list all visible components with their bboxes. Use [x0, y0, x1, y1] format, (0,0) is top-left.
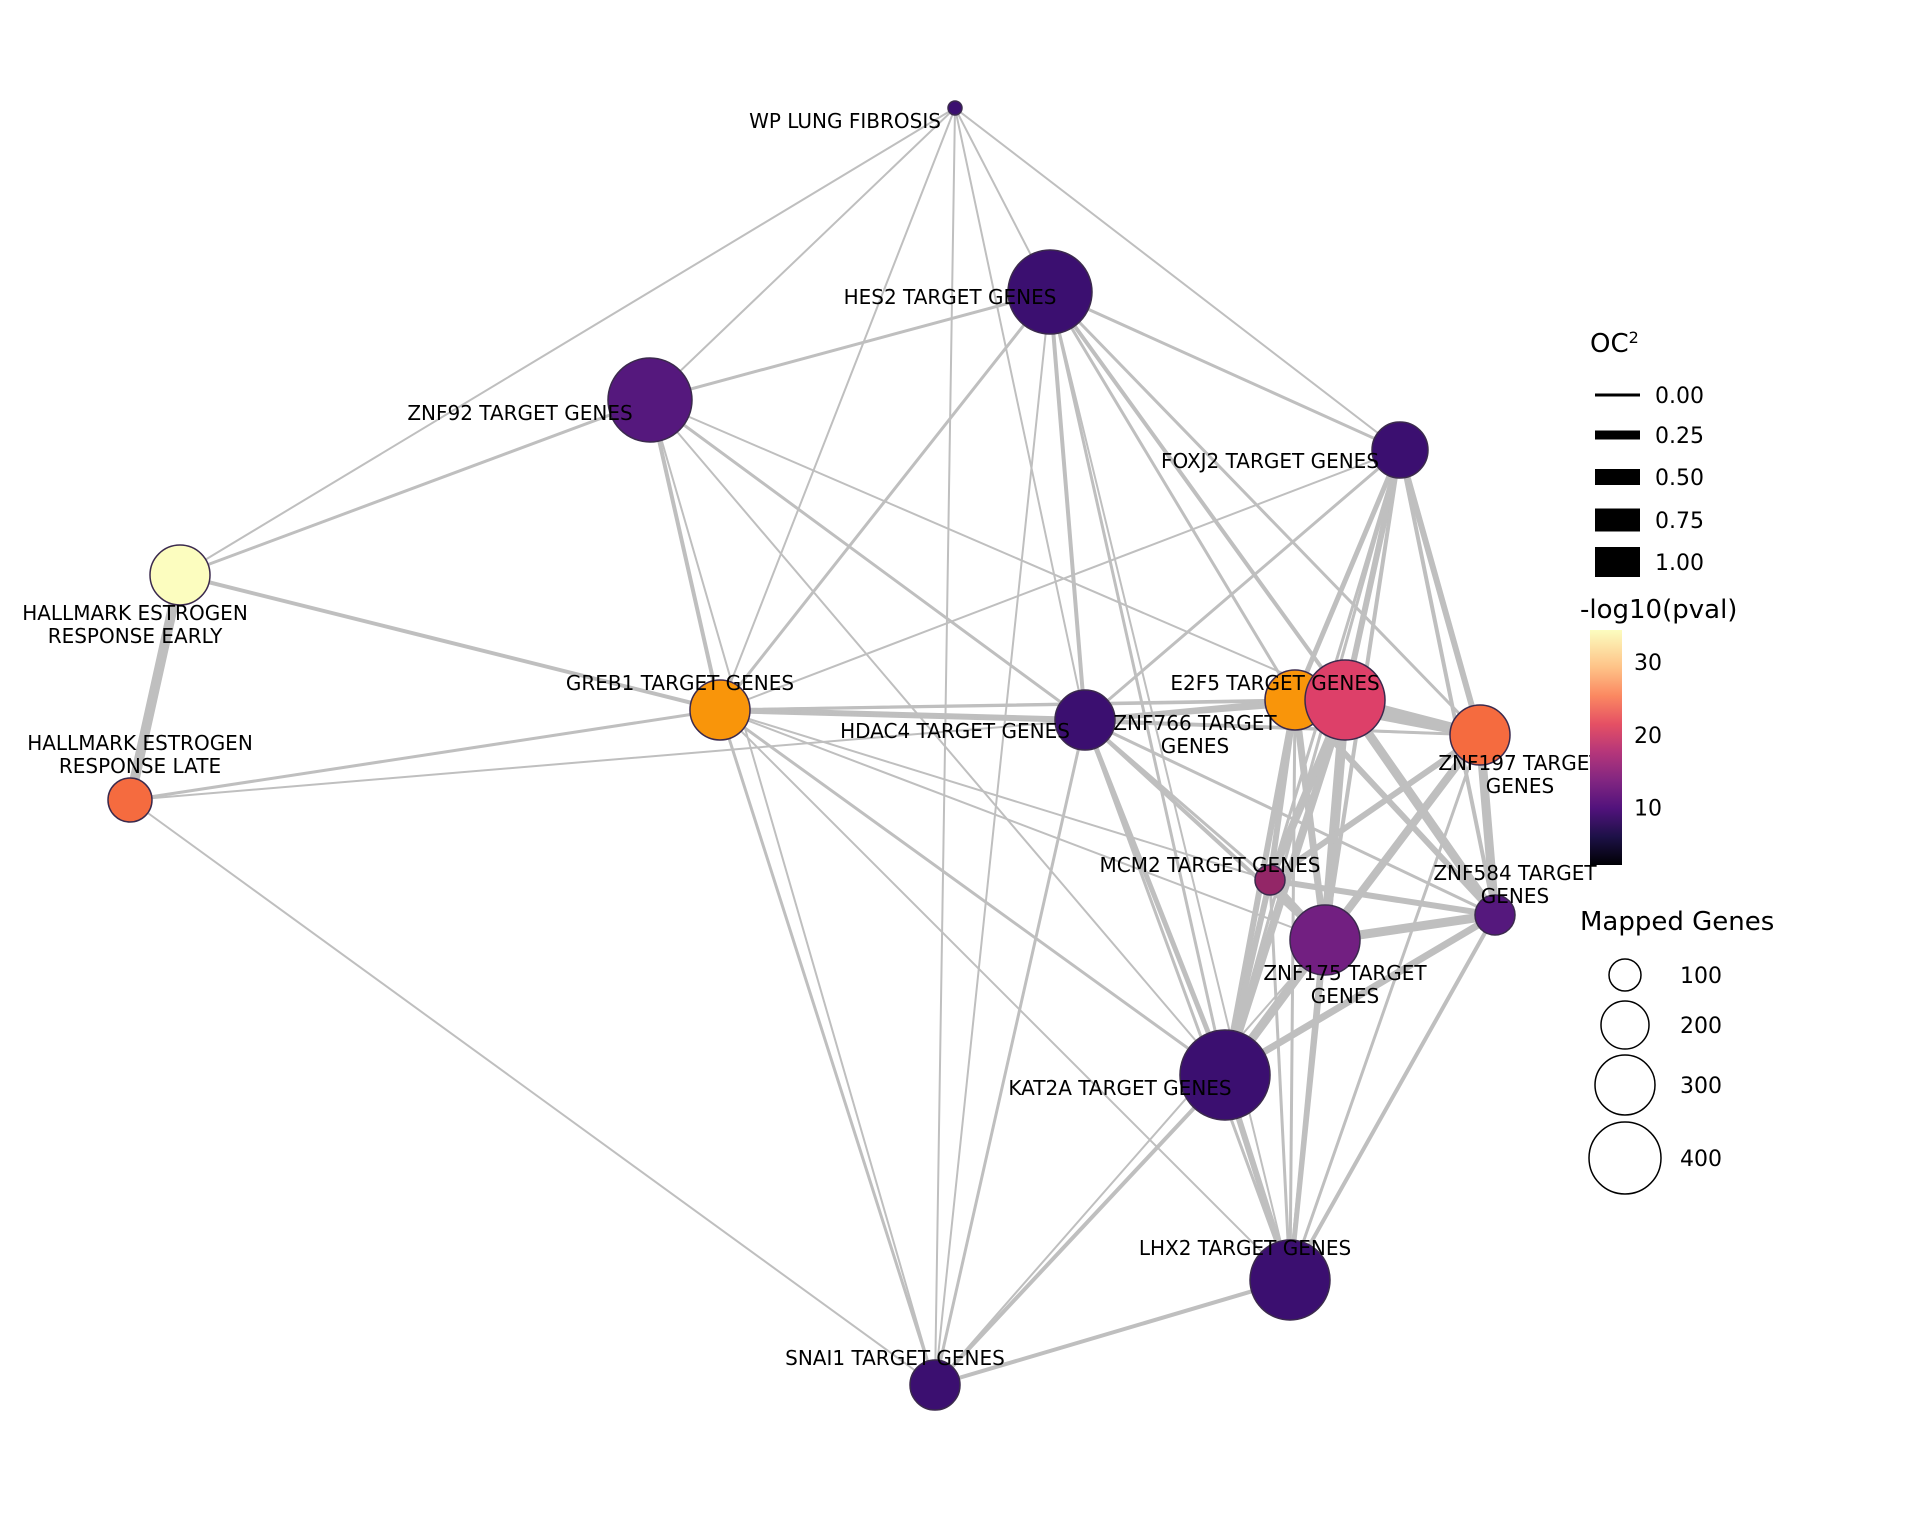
network-chart: WP LUNG FIBROSIS HES2 TARGET GENES ZNF92 T… [0, 0, 1920, 1536]
legend-edge-label: 1.00 [1655, 551, 1704, 576]
legend-title-pval: -log10(pval) [1580, 595, 1737, 625]
legend-title-oc2: OC2 [1590, 328, 1639, 360]
network-node [150, 545, 210, 605]
network-edge [650, 400, 935, 1385]
network-edge [955, 108, 1085, 720]
legend-size-circle [1595, 1055, 1655, 1115]
node-label: HES2 TARGET GENES [844, 285, 1057, 309]
node-label: WP LUNG FIBROSIS [749, 109, 941, 133]
colorbar-tick-label: 30 [1634, 651, 1662, 676]
node-label: HDAC4 TARGET GENES [840, 719, 1070, 743]
colorbar [1590, 630, 1622, 865]
legend-size-label: 200 [1680, 1014, 1722, 1039]
colorbar-tick-label: 20 [1634, 724, 1662, 749]
node-label: ZNF197 TARGETGENES [1438, 751, 1602, 798]
network-node [1372, 422, 1428, 478]
node-label: ZNF766 TARGETGENES [1113, 711, 1277, 758]
network-edge [650, 108, 955, 400]
node-label: ZNF584 TARGETGENES [1433, 861, 1597, 908]
node-label: E2F5 TARGET GENES [1170, 671, 1379, 695]
legend-edge-label: 0.25 [1655, 424, 1704, 449]
network-edge [1050, 292, 1085, 720]
network-edge [935, 292, 1050, 1385]
network-edge [720, 710, 1325, 940]
network-node [1180, 1030, 1270, 1120]
legend-size-label: 400 [1680, 1147, 1722, 1172]
network-edge [720, 710, 935, 1385]
node-label: KAT2A TARGET GENES [1008, 1076, 1231, 1100]
network-edge [180, 108, 955, 575]
legend-edge-label: 0.75 [1655, 509, 1704, 534]
legend-edge-label: 0.00 [1655, 384, 1704, 409]
legend-title-size: Mapped Genes [1580, 907, 1774, 937]
network-node [608, 358, 692, 442]
legend-size-label: 100 [1680, 964, 1722, 989]
network-edge [935, 1075, 1225, 1385]
legend-edge-swatch [1595, 509, 1640, 532]
colorbar-tick-label: 10 [1634, 797, 1662, 822]
node-label: ZNF175 TARGETGENES [1263, 961, 1427, 1008]
node-label: SNAI1 TARGET GENES [785, 1346, 1005, 1370]
node-label: ZNF92 TARGET GENES [407, 401, 632, 425]
legend-edge-swatch [1595, 431, 1640, 440]
legend-edge-label: 0.50 [1655, 466, 1704, 491]
legend-edge-swatch [1595, 547, 1640, 577]
legend-size-circle [1609, 959, 1641, 991]
network-edge [130, 800, 935, 1385]
network-node [948, 101, 962, 115]
node-label: HALLMARK ESTROGENRESPONSE LATE [27, 731, 253, 778]
network-node [108, 778, 152, 822]
legend-size-circle [1601, 1001, 1649, 1049]
edges-group [130, 108, 1495, 1385]
network-edge [1050, 292, 1295, 700]
legend-edge-swatch [1595, 394, 1640, 397]
node-label: HALLMARK ESTROGENRESPONSE EARLY [22, 601, 248, 648]
node-label: GREB1 TARGET GENES [566, 671, 794, 695]
network-edge [650, 400, 720, 710]
legend-edge-swatch [1595, 469, 1640, 485]
network-edge [180, 400, 650, 575]
legend-size-label: 300 [1680, 1074, 1722, 1099]
node-label: MCM2 TARGET GENES [1100, 853, 1321, 877]
node-label: LHX2 TARGET GENES [1139, 1236, 1351, 1260]
network-edge [720, 710, 1290, 1280]
legend-size-circle [1589, 1122, 1661, 1194]
node-label: FOXJ2 TARGET GENES [1161, 449, 1379, 473]
